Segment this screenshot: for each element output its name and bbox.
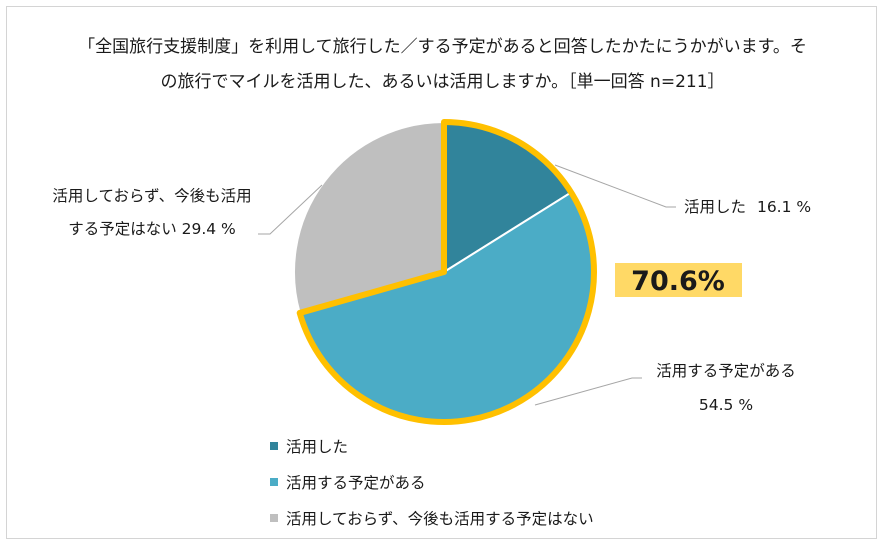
slice-label-plan-value: 54.5 % (699, 396, 753, 414)
slice-label-plan-name: 活用する予定がある (656, 362, 796, 380)
leader-line-not-using (258, 184, 323, 235)
legend-label-not-using: 活用しておらず、今後も活用する予定はない (286, 510, 594, 528)
leader-line-used (554, 164, 676, 208)
legend-item-plan: 活用する予定がある (270, 464, 594, 500)
slice-label-used: 活用した 16.1 % (684, 198, 811, 216)
legend-swatch-not-using (270, 514, 278, 522)
chart-title: 「全国旅行支援制度」を利用して旅行した／する予定があると回答したかたにうかがいま… (20, 30, 865, 100)
legend-label-plan: 活用する予定がある (286, 474, 426, 492)
legend-label-used: 活用した (286, 438, 349, 456)
title-line-2: の旅行でマイルを活用した、あるいは活用しますか。［単一回答 n=211］ (160, 72, 725, 92)
slice-label-used-name: 活用した (684, 198, 746, 216)
slice-label-not-using-line2: する予定はない 29.4 % (68, 220, 236, 238)
legend-item-used: 活用した (270, 428, 594, 464)
legend-item-not-using: 活用しておらず、今後も活用する予定はない (270, 500, 594, 536)
pie-slice-not-using (293, 120, 445, 315)
slice-label-used-value: 16.1 % (757, 198, 811, 216)
callout-value: 70.6% (631, 266, 725, 297)
title-line-1: 「全国旅行支援制度」を利用して旅行した／する予定があると回答したかたにうかがいま… (78, 37, 807, 57)
legend: 活用した 活用する予定がある 活用しておらず、今後も活用する予定はない (270, 428, 594, 536)
callout-box (615, 263, 742, 297)
highlight-outline (296, 119, 597, 425)
slice-label-not-using-line1: 活用しておらず、今後も活用 (52, 187, 251, 205)
legend-swatch-used (270, 442, 278, 450)
leader-line-plan (534, 377, 642, 406)
legend-swatch-plan (270, 478, 278, 486)
